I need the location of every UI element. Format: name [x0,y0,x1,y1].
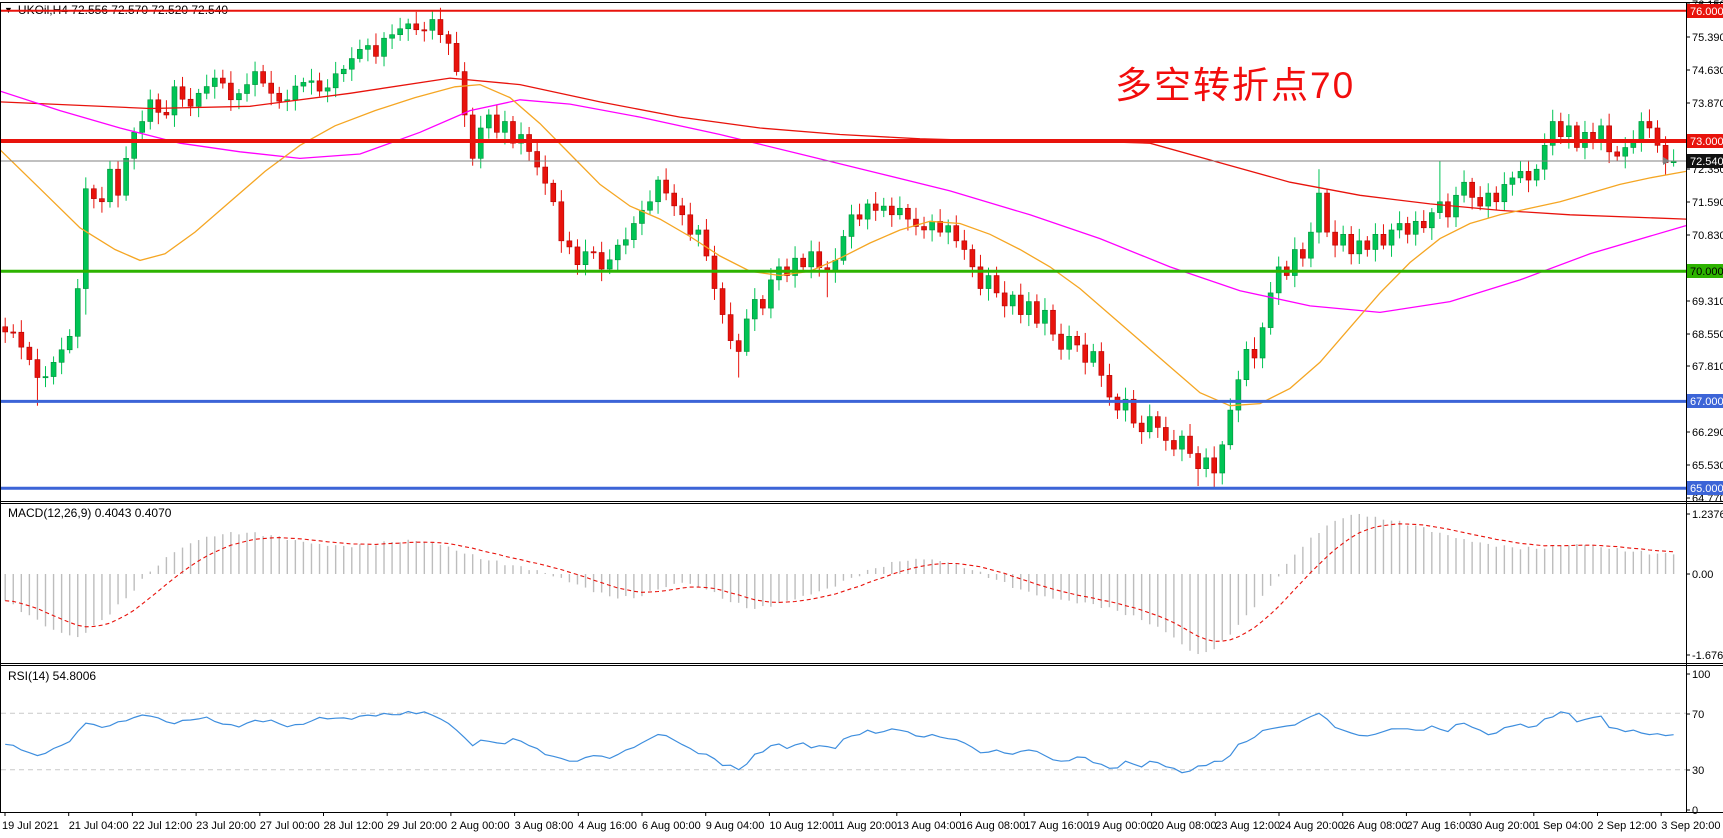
panel-borders [0,2,1723,813]
svg-text:29 Jul 20:00: 29 Jul 20:00 [387,820,447,832]
svg-text:16 Aug 08:00: 16 Aug 08:00 [961,820,1026,832]
svg-text:6 Aug 00:00: 6 Aug 00:00 [642,820,701,832]
svg-text:65.530: 65.530 [1692,460,1723,472]
svg-text:28 Jul 12:00: 28 Jul 12:00 [324,820,384,832]
chart-annotation-text: 多空转折点70 [1115,65,1356,106]
time-axis: 19 Jul 2021 21 Jul 04:00 22 Jul 12:00 23 Ju… [2,812,1721,832]
svg-text:19 Aug 00:00: 19 Aug 00:00 [1088,820,1153,832]
price-badge [1687,134,1723,148]
svg-text:3 Sep 20:00: 3 Sep 20:00 [1661,820,1720,832]
price-badge [1687,481,1723,495]
svg-text:-1.6762: -1.6762 [1692,650,1723,662]
svg-text:27 Aug 16:00: 27 Aug 16:00 [1406,820,1471,832]
macd-indicator-label: MACD(12,26,9) 0.4043 0.4070 [8,506,172,520]
moving-averages [0,77,1687,407]
svg-text:1.2376: 1.2376 [1692,509,1723,521]
indicator-axis: 1.2376 0.00 -1.6762 100 70 30 0 [1686,509,1723,817]
svg-text:23 Aug 12:00: 23 Aug 12:00 [1215,820,1280,832]
price-levels [0,9,1686,490]
svg-text:100: 100 [1692,669,1710,681]
svg-text:75.390: 75.390 [1692,32,1723,44]
svg-text:73.000: 73.000 [1690,136,1723,148]
ma-fast-orange [0,83,1687,407]
svg-text:65.000: 65.000 [1690,483,1723,495]
svg-text:10 Aug 12:00: 10 Aug 12:00 [769,820,834,832]
svg-text:21 Jul 04:00: 21 Jul 04:00 [69,820,129,832]
svg-text:70.000: 70.000 [1690,266,1723,278]
candlesticks [2,7,1677,489]
price-badge [1687,394,1723,408]
svg-text:30 Aug 20:00: 30 Aug 20:00 [1470,820,1535,832]
rsi-line [5,710,1674,774]
ma-mid-magenta [0,90,1687,314]
svg-text:20 Aug 08:00: 20 Aug 08:00 [1152,820,1217,832]
svg-text:1 Sep 04:00: 1 Sep 04:00 [1534,820,1593,832]
svg-text:64.770: 64.770 [1692,493,1723,505]
svg-text:17 Aug 16:00: 17 Aug 16:00 [1024,820,1089,832]
svg-text:74.630: 74.630 [1692,65,1723,77]
svg-text:76.000: 76.000 [1690,6,1723,18]
svg-text:23 Jul 20:00: 23 Jul 20:00 [196,820,256,832]
svg-text:30: 30 [1692,765,1704,777]
svg-text:27 Jul 00:00: 27 Jul 00:00 [260,820,320,832]
svg-text:2 Sep 12:00: 2 Sep 12:00 [1598,820,1657,832]
svg-text:24 Aug 20:00: 24 Aug 20:00 [1279,820,1344,832]
svg-text:19 Jul 2021: 19 Jul 2021 [2,820,59,832]
svg-text:72.540: 72.540 [1690,156,1723,168]
svg-text:70.830: 70.830 [1692,230,1723,242]
price-axis: 76.15075.39074.63073.87072.35071.59070.8… [1686,0,1723,505]
svg-text:67.810: 67.810 [1692,361,1723,373]
current-price-arrow-icon [1663,156,1670,165]
rsi-indicator-label: RSI(14) 54.8006 [8,669,97,683]
svg-text:0.00: 0.00 [1692,569,1713,581]
price-badge [1687,4,1723,18]
price-badge [1687,154,1723,168]
svg-text:9 Aug 04:00: 9 Aug 04:00 [706,820,765,832]
svg-text:4 Aug 16:00: 4 Aug 16:00 [578,820,637,832]
svg-text:11 Aug 20:00: 11 Aug 20:00 [833,820,897,832]
svg-text:67.000: 67.000 [1690,396,1723,408]
macd-histogram [4,513,1675,655]
svg-text:68.550: 68.550 [1692,329,1723,341]
svg-text:3 Aug 08:00: 3 Aug 08:00 [515,820,574,832]
ma-slow-red [0,77,1687,220]
svg-text:71.590: 71.590 [1692,197,1723,209]
svg-text:22 Jul 12:00: 22 Jul 12:00 [132,820,192,832]
svg-text:73.870: 73.870 [1692,98,1723,110]
svg-text:2 Aug 00:00: 2 Aug 00:00 [451,820,510,832]
price-badge [1687,264,1723,278]
svg-text:70: 70 [1692,709,1704,721]
svg-text:13 Aug 04:00: 13 Aug 04:00 [897,820,962,832]
rsi-panel-lines [1,710,1686,774]
svg-text:26 Aug 08:00: 26 Aug 08:00 [1343,820,1408,832]
svg-text:69.310: 69.310 [1692,296,1723,308]
svg-text:66.290: 66.290 [1692,427,1723,439]
svg-text:0: 0 [1692,805,1698,817]
